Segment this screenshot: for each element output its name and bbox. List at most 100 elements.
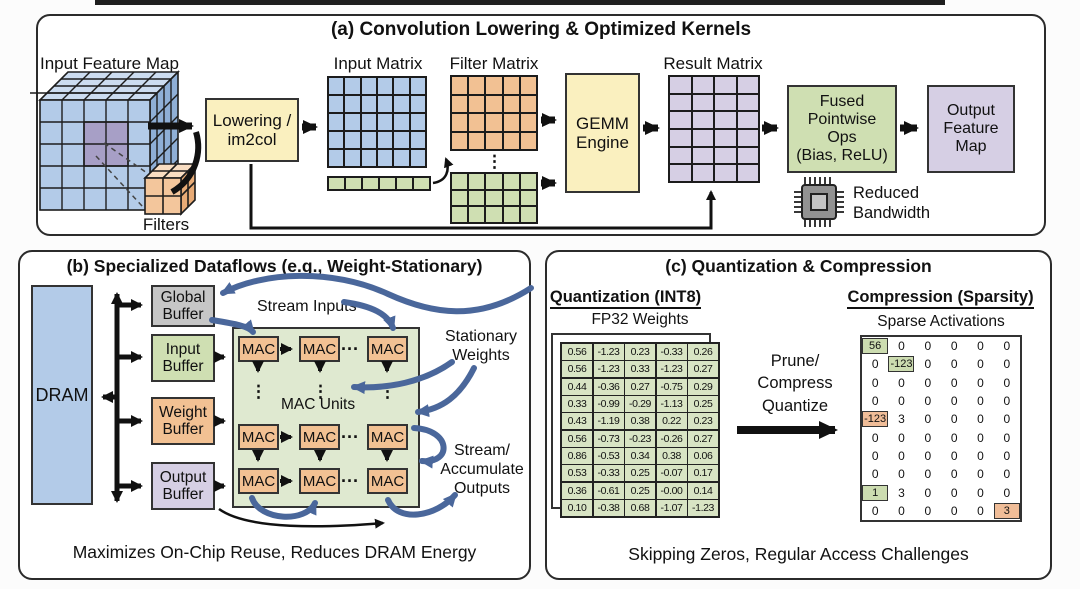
mac-unit: MAC <box>299 336 340 362</box>
weight-cell: 0.56 <box>562 430 592 447</box>
weight-cell: -0.26 <box>656 430 687 447</box>
sparse-cell: 0 <box>898 467 905 482</box>
sparse-cell: 0 <box>924 339 932 354</box>
sparse-cell: 3 <box>898 485 905 500</box>
fused-pointwise-ops-box: Fused Pointwise Ops (Bias, ReLU) <box>787 85 897 173</box>
matrix-cell <box>469 114 485 131</box>
matrix-cell <box>692 94 713 111</box>
matrix-cell <box>670 77 691 93</box>
matrix-cell <box>394 150 409 166</box>
panel-b-title: (b) Specialized Dataflows (e.g., Weight-… <box>66 256 483 276</box>
mac-unit: MAC <box>367 336 408 362</box>
matrix-cell <box>486 174 502 189</box>
weight-cell: -0.75 <box>656 378 687 395</box>
matrix-cell <box>397 178 412 189</box>
matrix-cell <box>503 190 519 206</box>
sparse-cell: 0 <box>950 448 958 463</box>
matrix-cell <box>486 77 502 94</box>
weight-cell: -0.33 <box>656 344 687 360</box>
matrix-cell <box>363 178 378 189</box>
sparse-cell: 0 <box>924 503 932 518</box>
matrix-cell <box>486 95 502 112</box>
matrix-cell <box>345 78 360 94</box>
matrix-cell <box>329 114 344 130</box>
matrix-cell <box>520 95 536 112</box>
sparse-cell: 0 <box>977 339 984 354</box>
matrix-cell <box>345 96 360 112</box>
sparse-cell: 0 <box>977 375 984 390</box>
matrix-cell <box>670 112 691 128</box>
output-feature-map-box: Output Feature Map <box>927 85 1015 173</box>
matrix-cell <box>715 94 736 111</box>
matrix-cell <box>452 132 468 149</box>
matrix-cell <box>377 96 393 112</box>
matrix-cell <box>452 77 468 94</box>
weight-cell: -0.38 <box>593 500 624 516</box>
sparse-cell: 0 <box>898 339 905 354</box>
sparse-cell: 0 <box>977 412 984 427</box>
weight-cell: -0.73 <box>593 430 624 447</box>
gemm-engine-box: GEMM Engine <box>565 73 640 193</box>
matrix-cell <box>377 78 393 94</box>
matrix-cell <box>692 147 713 164</box>
weight-cell: 0.10 <box>562 500 592 516</box>
sparse-highlight-cell: -123 <box>888 356 915 373</box>
sparse-cell: 0 <box>871 467 879 482</box>
panel-a-title: (a) Convolution Lowering & Optimized Ker… <box>330 19 752 40</box>
input-matrix-grid <box>327 76 427 168</box>
matrix-cell <box>329 178 344 189</box>
matrix-cell <box>329 132 344 148</box>
weight-cell: 0.43 <box>562 413 592 430</box>
matrix-cell <box>503 77 519 94</box>
weight-cell: 0.53 <box>562 465 592 482</box>
matrix-cell <box>670 147 691 164</box>
sparse-cell: 0 <box>950 375 958 390</box>
sparse-highlight-cell: -123 <box>862 411 889 428</box>
weight-cell: 0.38 <box>656 448 687 464</box>
matrix-cell <box>329 96 344 112</box>
sparse-cell: 0 <box>871 357 879 372</box>
sparse-cell: 0 <box>977 467 984 482</box>
weight-cell: -1.19 <box>593 413 624 430</box>
sparse-cell: 0 <box>871 394 879 409</box>
weight-cell: 0.44 <box>562 378 592 395</box>
sparse-cell: 0 <box>950 394 958 409</box>
sparse-cell: 3 <box>898 412 905 427</box>
sparse-cell: 0 <box>871 448 879 463</box>
weight-cell: 0.25 <box>625 482 655 499</box>
reduced-bandwidth-label: Reduced Bandwidth <box>853 184 931 222</box>
matrix-cell <box>670 94 691 111</box>
sparse-cell: 0 <box>950 430 958 445</box>
sparse-cell: 0 <box>950 503 958 518</box>
matrix-cell <box>692 130 713 146</box>
filters-label: Filters <box>142 215 190 234</box>
weight-cell: 0.56 <box>562 344 592 360</box>
sparse-cell: 0 <box>1003 467 1011 482</box>
weight-cell: -1.23 <box>593 344 624 360</box>
global-buffer-box: Global Buffer <box>151 285 215 327</box>
weight-cell: 0.56 <box>562 361 592 378</box>
mac-row3-ellipsis: ··· <box>341 471 359 491</box>
compression-heading-text: Compression (Sparsity) <box>847 288 1034 309</box>
weight-buffer-box: Weight Buffer <box>151 397 215 445</box>
matrix-cell <box>715 112 736 128</box>
matrix-cell <box>715 77 736 93</box>
matrix-cell <box>377 114 393 130</box>
weight-cell: 0.27 <box>688 430 718 447</box>
matrix-cell <box>410 78 425 94</box>
matrix-cell <box>452 190 468 206</box>
matrix-cell <box>361 132 376 148</box>
filter-matrix-label: Filter Matrix <box>449 54 539 73</box>
weight-cell: 0.14 <box>688 482 718 499</box>
matrix-cell <box>469 132 485 149</box>
matrix-cell <box>737 147 758 164</box>
matrix-cell <box>469 174 485 189</box>
matrix-cell <box>469 190 485 206</box>
mac-row2-ellipsis: ··· <box>341 427 359 447</box>
weight-cell: 0.86 <box>562 448 592 464</box>
sparse-cell: 0 <box>924 448 932 463</box>
matrix-cell <box>503 114 519 131</box>
sparse-cell: 0 <box>1003 357 1011 372</box>
mac-units-label: MAC Units <box>281 396 356 413</box>
matrix-cell <box>410 132 425 148</box>
